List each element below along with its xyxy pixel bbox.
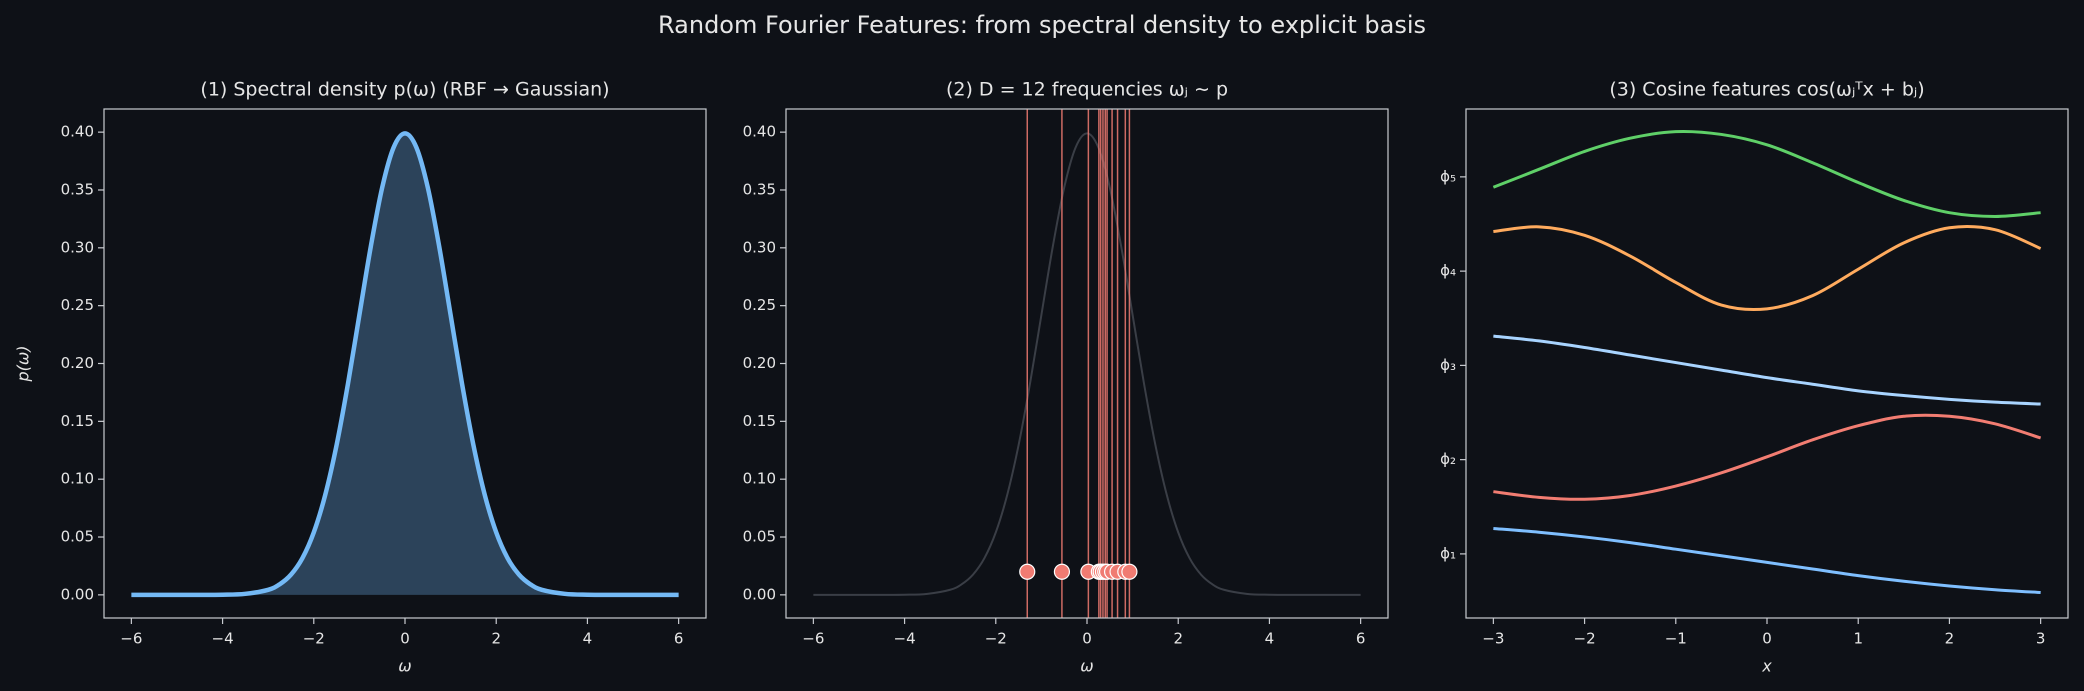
y-tick-label: 0.20 (61, 354, 94, 372)
feature-line (1493, 334, 2041, 406)
x-tick-label: 3 (2036, 630, 2046, 648)
area-fill (131, 133, 679, 595)
x-tick-label: −3 (1482, 630, 1504, 648)
y-tick-label: 0.05 (743, 528, 776, 546)
x-tick-label: −6 (120, 630, 142, 648)
x-tick-label: −2 (303, 630, 325, 648)
x-tick-label: 6 (674, 630, 684, 648)
frequency-dot (1053, 563, 1071, 580)
y-tick-label: 0.30 (743, 238, 776, 256)
y-tick-label: 0.10 (61, 470, 94, 488)
x-tick-label: −2 (1574, 630, 1596, 648)
y-tick-label: ϕ₅ (1440, 167, 1456, 185)
x-tick-label: 4 (583, 630, 593, 648)
x-tick-label: 2 (491, 630, 501, 648)
x-axis-label: ω (398, 657, 411, 676)
y-tick-label: 0.10 (743, 470, 776, 488)
x-tick-label: −4 (894, 630, 916, 648)
y-tick-label: 0.05 (61, 528, 94, 546)
y-tick-label: 0.00 (743, 585, 776, 603)
x-tick-label: 0 (400, 630, 410, 648)
y-tick-label: 0.15 (743, 412, 776, 430)
y-tick-label: 0.40 (743, 123, 776, 141)
x-tick-label: −4 (212, 630, 234, 648)
x-tick-label: −1 (1665, 630, 1687, 648)
axes-title: (2) D = 12 frequencies ωⱼ ∼ p (946, 79, 1228, 101)
frequency-dot (1121, 563, 1138, 580)
feature-line (1493, 224, 2042, 312)
y-tick-label: 0.30 (61, 238, 94, 256)
y-tick-label: ϕ₁ (1440, 544, 1456, 562)
x-axis-label: x (1761, 657, 1772, 676)
y-tick-label: 0.35 (743, 180, 776, 198)
axes-title: (3) Cosine features cos(ωⱼᵀx + bⱼ) (1609, 79, 1924, 101)
frequency-dot (1019, 563, 1036, 580)
y-axis-label: p(ω) (14, 345, 33, 382)
feature-line (1493, 526, 2041, 595)
x-tick-label: 4 (1265, 630, 1275, 648)
x-tick-label: 2 (1173, 630, 1183, 648)
x-tick-label: 0 (1082, 630, 1092, 648)
x-axis-label: ω (1080, 657, 1093, 676)
x-tick-label: −6 (802, 630, 824, 648)
density-line (131, 131, 679, 598)
y-tick-label: ϕ₂ (1440, 450, 1456, 468)
y-tick-label: ϕ₃ (1440, 356, 1456, 374)
x-tick-label: 2 (1945, 630, 1955, 648)
x-tick-label: 0 (1762, 630, 1772, 648)
figure-title: Random Fourier Features: from spectral d… (658, 11, 1426, 39)
y-tick-label: 0.35 (61, 180, 94, 198)
feature-line (1493, 413, 2042, 501)
y-tick-label: 0.20 (743, 354, 776, 372)
y-tick-label: 0.15 (61, 412, 94, 430)
y-tick-label: 0.40 (61, 123, 94, 141)
y-tick-label: 0.25 (743, 296, 776, 314)
x-tick-label: 6 (1356, 630, 1366, 648)
y-tick-label: 0.00 (61, 585, 94, 603)
y-tick-label: 0.25 (61, 296, 94, 314)
x-tick-label: 1 (1853, 630, 1863, 648)
y-tick-label: ϕ₄ (1440, 262, 1456, 280)
density-line (813, 132, 1361, 596)
feature-line (1492, 129, 2041, 218)
axes-title: (1) Spectral density p(ω) (RBF → Gaussia… (200, 79, 609, 101)
x-tick-label: −2 (985, 630, 1007, 648)
